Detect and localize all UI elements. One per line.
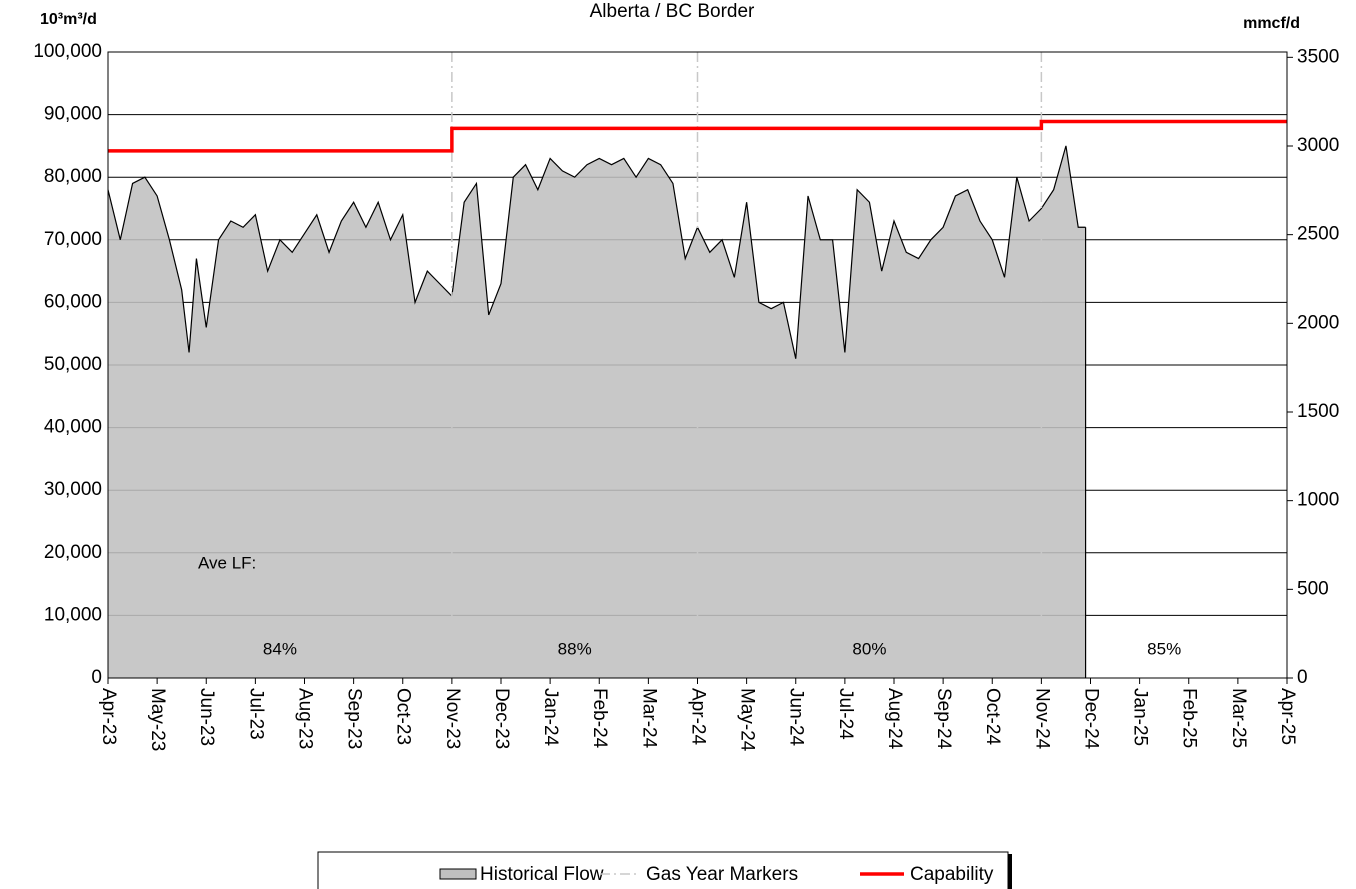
x-tick-label: Feb-24	[589, 688, 610, 749]
x-tick-label: Jul-24	[835, 688, 856, 740]
y2-tick-label: 2500	[1297, 224, 1339, 245]
lf-label: 80%	[852, 639, 886, 658]
y2-tick-label: 1000	[1297, 490, 1339, 511]
x-tick-label: Jun-23	[196, 688, 217, 746]
y-tick-label: 80,000	[44, 166, 102, 187]
x-tick-label: Sep-24	[933, 688, 954, 750]
y-tick-label: 70,000	[44, 229, 102, 250]
y-tick-label: 50,000	[44, 354, 102, 375]
y2-tick-label: 3500	[1297, 46, 1339, 67]
legend-box	[317, 851, 1009, 889]
capability-line	[108, 119, 1287, 153]
x-tick-label: Mar-24	[638, 688, 659, 749]
y-tick-label: 10,000	[44, 604, 102, 625]
y2-tick-label: 500	[1297, 578, 1329, 599]
flow-line	[107, 145, 1086, 359]
y-tick-label: 30,000	[44, 479, 102, 500]
y2-tick-label: 1500	[1297, 401, 1339, 422]
x-tick-label: Apr-23	[98, 688, 119, 745]
flow-area	[108, 145, 1086, 678]
x-tick-label: May-23	[147, 688, 168, 751]
x-tick-label: Feb-25	[1179, 688, 1200, 748]
y-tick-label: 90,000	[44, 104, 102, 125]
y-tick-label: 40,000	[44, 417, 102, 438]
x-tick-label: Jan-24	[540, 688, 561, 747]
x-tick-label: Oct-24	[982, 688, 1003, 745]
x-tick-label: Nov-24	[1031, 688, 1052, 750]
x-tick-label: Apr-24	[687, 688, 708, 745]
plot-frame	[107, 51, 1288, 679]
y-tick-label: 0	[91, 667, 102, 688]
x-tick-label: Jul-23	[245, 688, 266, 740]
x-tick-label: Jan-25	[1130, 688, 1151, 746]
x-tick-label: Aug-23	[294, 688, 315, 749]
legend-label: Historical Flow	[480, 864, 604, 885]
x-tick-label: Nov-23	[442, 688, 463, 749]
lf-label: 85%	[1147, 639, 1181, 658]
y2-tick-label: 0	[1297, 667, 1308, 688]
y2-tick-label: 3000	[1297, 135, 1339, 156]
y2-tick-label: 2000	[1297, 312, 1339, 333]
y-tick-label: 60,000	[44, 291, 102, 312]
lf-label: 84%	[263, 639, 297, 658]
x-tick-label: Apr-25	[1277, 688, 1298, 745]
y2-axis-label: mmcf/d	[1243, 15, 1300, 32]
y-tick-label: 20,000	[44, 542, 102, 563]
y-axis-label: 10³m³/d	[40, 11, 97, 28]
annotation: Ave LF:	[198, 553, 256, 572]
legend: Historical Flow Gas Year Markers Capabilit…	[317, 851, 1012, 889]
legend-label: Gas Year Markers	[646, 864, 798, 885]
x-tick-label: Sep-23	[344, 688, 365, 749]
y-tick-label: 100,000	[33, 41, 102, 62]
lf-label: 88%	[558, 639, 592, 658]
x-tick-label: Dec-23	[491, 688, 512, 749]
legend-label: Capability	[910, 864, 994, 885]
x-tick-label: Mar-25	[1228, 688, 1249, 748]
chart-subtitle: Alberta / BC Border	[590, 1, 755, 22]
x-tick-label: Oct-23	[393, 688, 414, 745]
legend-swatch	[439, 868, 477, 880]
x-tick-label: May-24	[737, 688, 758, 752]
x-tick-label: Aug-24	[884, 688, 905, 750]
x-tick-label: Jun-24	[786, 688, 807, 747]
x-tick-label: Dec-24	[1080, 688, 1101, 750]
